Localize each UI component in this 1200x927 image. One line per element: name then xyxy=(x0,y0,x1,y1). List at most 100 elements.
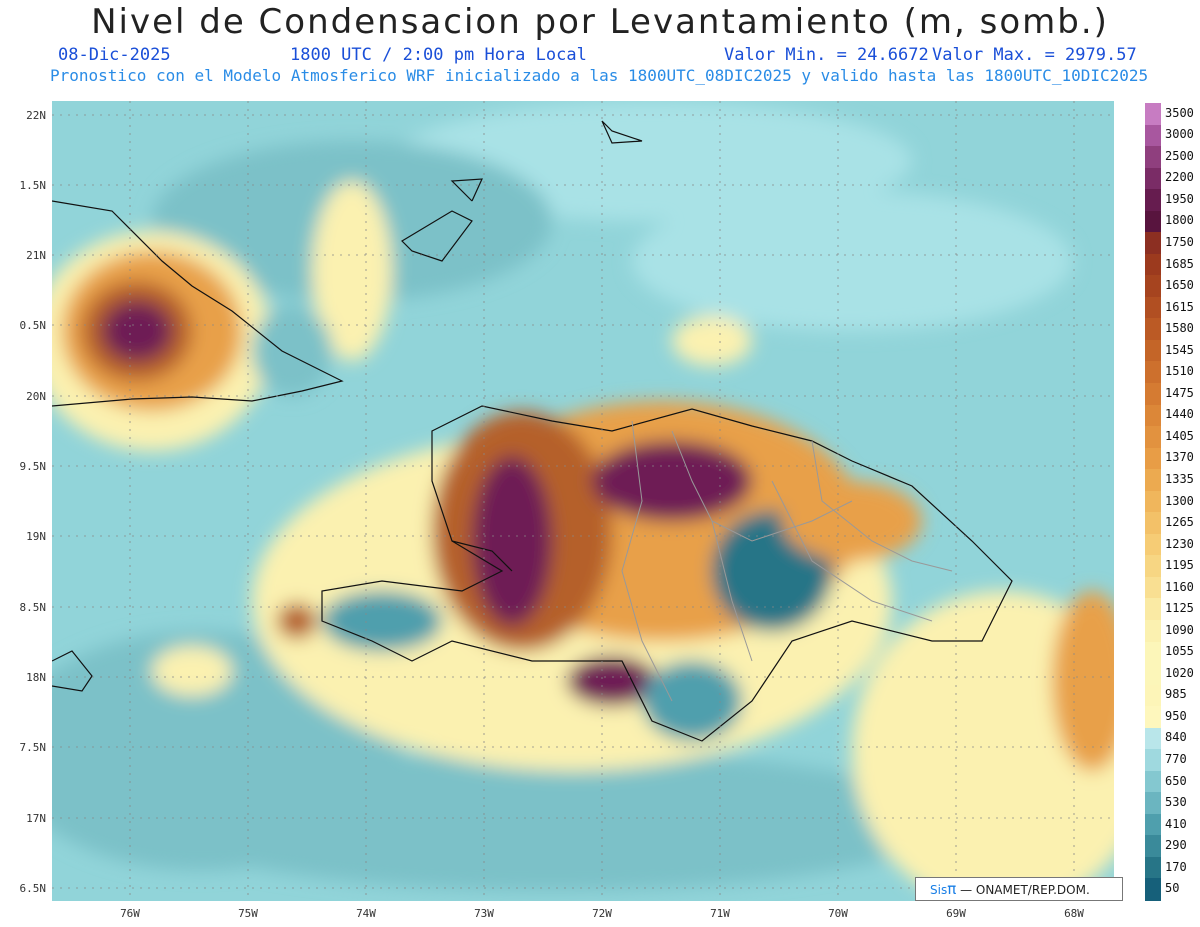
colorbar-swatch xyxy=(1145,447,1161,470)
colorbar-swatch xyxy=(1145,146,1161,169)
colorbar-swatch xyxy=(1145,770,1161,793)
colorbar-swatch xyxy=(1145,253,1161,276)
lat-label: 17N xyxy=(26,812,46,825)
colorbar-swatch xyxy=(1145,878,1161,901)
colorbar-swatch xyxy=(1145,813,1161,836)
colorbar-label: 1800 xyxy=(1165,213,1194,228)
colorbar-label: 1125 xyxy=(1165,601,1194,616)
colorbar-swatch xyxy=(1145,792,1161,815)
colorbar-swatch xyxy=(1145,533,1161,556)
colorbar-swatch xyxy=(1145,339,1161,363)
colorbar-label: 410 xyxy=(1165,816,1187,831)
colorbar-label: 985 xyxy=(1165,687,1187,702)
colorbar-label: 1750 xyxy=(1165,235,1194,249)
colorbar-swatch xyxy=(1145,706,1161,729)
colorbar-label: 1685 xyxy=(1165,256,1194,271)
colorbar-label: 3500 xyxy=(1165,105,1194,120)
colorbar-label: 1335 xyxy=(1165,471,1194,486)
colorbar-swatch xyxy=(1145,103,1161,126)
colorbar-label: 1440 xyxy=(1165,407,1194,422)
colorbar-swatch xyxy=(1145,555,1161,578)
colorbar-swatch xyxy=(1145,296,1161,319)
colorbar-swatch xyxy=(1145,641,1161,664)
credit-pi: π xyxy=(947,880,957,898)
colorbar-swatch xyxy=(1145,835,1161,858)
lon-label: 70W xyxy=(828,907,848,920)
colorbar-swatch xyxy=(1145,124,1161,147)
colorbar-label: 1055 xyxy=(1165,644,1194,659)
forecast-date: 08-Dic-2025 xyxy=(58,45,171,65)
colorbar-label: 1370 xyxy=(1165,450,1194,465)
colorbar-label: 1580 xyxy=(1165,321,1194,336)
max-value: Valor Max. = 2979.57 xyxy=(932,45,1137,65)
map-title: Nivel de Condensacion por Levantamiento … xyxy=(91,2,1109,42)
colorbar-swatch xyxy=(1145,210,1161,233)
colorbar-swatch xyxy=(1145,684,1161,707)
forecast-time: 1800 UTC / 2:00 pm Hora Local xyxy=(290,45,587,65)
lon-label: 75W xyxy=(238,907,258,920)
lat-label: 0.5N xyxy=(19,319,47,332)
colorbar-label: 1230 xyxy=(1165,536,1194,551)
colorbar-label: 1160 xyxy=(1165,579,1194,594)
colorbar-swatch xyxy=(1145,383,1161,406)
colorbar-swatch xyxy=(1145,167,1161,190)
credit-text: — ONAMET/REP.DOM. xyxy=(960,883,1090,897)
colorbar-swatch xyxy=(1145,426,1161,449)
colorbar-label: 650 xyxy=(1165,773,1187,788)
colorbar-label: 770 xyxy=(1165,751,1187,766)
colorbar-label: 3000 xyxy=(1165,127,1194,142)
lat-label: 9.5N xyxy=(19,460,47,473)
colorbar-label: 1300 xyxy=(1165,493,1194,508)
colorbar-swatch xyxy=(1145,512,1161,535)
colorbar-swatch xyxy=(1145,576,1161,600)
colorbar-label: 1405 xyxy=(1165,428,1194,443)
colorbar-label: 1265 xyxy=(1165,515,1194,530)
lat-label: 1.5N xyxy=(19,179,47,192)
province-borders xyxy=(621,420,953,702)
lat-label: 22N xyxy=(26,109,46,122)
colorbar-label: 1545 xyxy=(1165,342,1194,357)
colorbar-label: 530 xyxy=(1165,795,1187,810)
lon-label: 74W xyxy=(356,907,376,920)
colorbar-swatch xyxy=(1145,749,1161,772)
coastlines xyxy=(52,120,1013,742)
colorbar-label: 1090 xyxy=(1165,622,1194,637)
colorbar-swatch xyxy=(1145,663,1161,686)
colorbar-label: 1950 xyxy=(1165,191,1194,206)
lat-label: 21N xyxy=(26,249,46,262)
lat-label: 7.5N xyxy=(19,741,47,754)
colorbar-label: 1510 xyxy=(1165,364,1194,379)
model-info: Pronostico con el Modelo Atmosferico WRF… xyxy=(50,66,1149,85)
lat-label: 8.5N xyxy=(19,601,47,614)
colorbar-swatch xyxy=(1145,232,1161,255)
lon-label: 73W xyxy=(474,907,494,920)
lat-label: 6.5N xyxy=(19,882,47,895)
colorbar-swatch xyxy=(1145,727,1161,750)
lon-label: 68W xyxy=(1064,907,1084,920)
colorbar-swatch xyxy=(1145,490,1161,513)
min-value: Valor Min. = 24.6672 xyxy=(724,45,929,65)
colorbar-label: 1615 xyxy=(1165,299,1194,314)
map-canvas xyxy=(52,101,1114,901)
colorbar-label: 290 xyxy=(1165,838,1187,853)
lat-label: 18N xyxy=(26,671,46,684)
colorbar xyxy=(1145,103,1161,901)
colorbar-label: 1195 xyxy=(1165,558,1194,573)
colorbar-label: 50 xyxy=(1165,881,1180,896)
colorbar-label: 1650 xyxy=(1165,278,1194,293)
colorbar-label: 2500 xyxy=(1165,148,1194,163)
colorbar-swatch xyxy=(1145,856,1161,880)
colorbar-swatch xyxy=(1145,404,1161,427)
colorbar-swatch xyxy=(1145,469,1161,492)
lon-label: 69W xyxy=(946,907,966,920)
lat-label: 20N xyxy=(26,390,46,403)
colorbar-swatch xyxy=(1145,275,1161,298)
colorbar-label: 950 xyxy=(1165,708,1187,723)
lcl-map xyxy=(52,101,1114,901)
colorbar-label: 1020 xyxy=(1165,665,1194,680)
lat-label: 19N xyxy=(26,530,46,543)
lon-label: 76W xyxy=(120,907,140,920)
lon-label: 72W xyxy=(592,907,612,920)
colorbar-swatch xyxy=(1145,361,1161,384)
colorbar-swatch xyxy=(1145,189,1161,212)
